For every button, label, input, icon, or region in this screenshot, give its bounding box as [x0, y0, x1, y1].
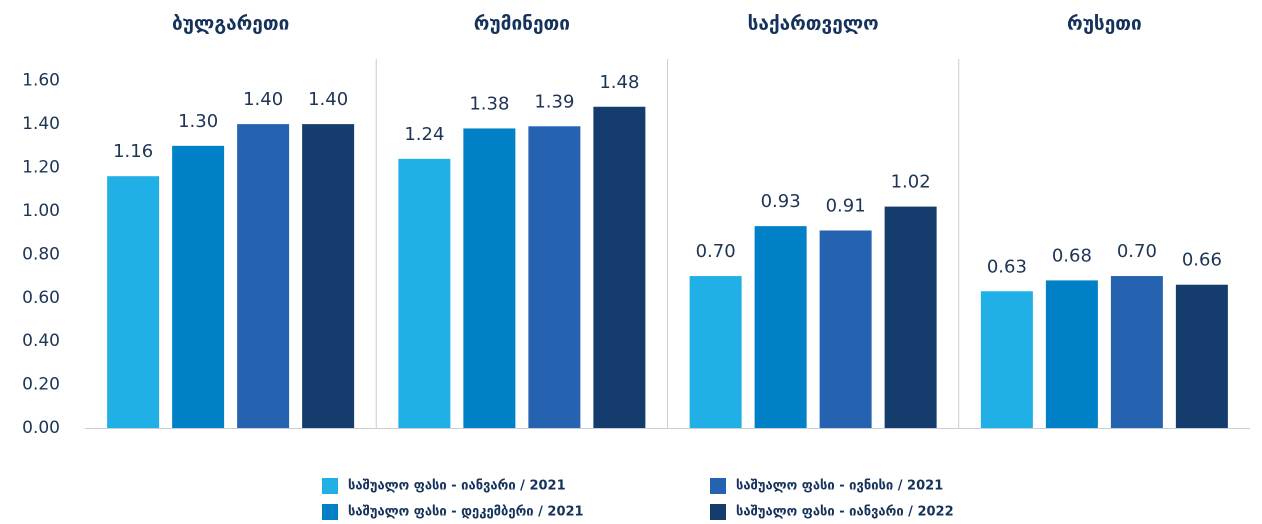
legend-label: საშუალო ფასი - ივნისი / 2021 [736, 479, 943, 494]
bar [398, 158, 451, 429]
legend-swatch [322, 504, 338, 520]
bar [819, 230, 872, 428]
value-label: 0.63 [987, 256, 1027, 277]
bar [980, 291, 1033, 428]
y-tick-label: 0.00 [22, 418, 60, 438]
bar [528, 126, 581, 428]
bar [1045, 280, 1098, 428]
bar [237, 124, 290, 428]
value-label: 0.70 [696, 241, 736, 262]
bar [172, 145, 225, 428]
bar [754, 226, 807, 428]
value-label: 1.48 [599, 72, 639, 93]
value-label: 1.40 [308, 89, 348, 110]
value-label: 0.93 [761, 191, 801, 212]
legend-label: საშუალო ფასი - იანვარი / 2021 [348, 479, 566, 494]
legend-label: საშუალო ფასი - იანვარი / 2022 [736, 505, 954, 520]
legend-swatch [322, 478, 338, 494]
y-tick-label: 1.40 [22, 114, 60, 134]
bar [1175, 284, 1228, 428]
bar [689, 276, 742, 428]
y-tick-label: 0.60 [22, 288, 60, 308]
bar [107, 176, 160, 428]
value-label: 0.91 [826, 195, 866, 216]
group-label: რუმინეთი [474, 13, 570, 35]
bar [302, 124, 355, 428]
y-tick-label: 0.80 [22, 244, 60, 264]
bar [884, 206, 937, 428]
legend-swatch [710, 478, 726, 494]
bar [593, 106, 646, 429]
legend-label: საშუალო ფასი - დეკემბერი / 2021 [348, 505, 584, 520]
value-label: 1.40 [243, 89, 283, 110]
value-label: 1.38 [469, 93, 509, 114]
legend-swatch [710, 504, 726, 520]
y-tick-label: 1.00 [22, 201, 60, 221]
y-tick-label: 1.60 [22, 71, 60, 91]
value-label: 0.66 [1182, 250, 1222, 271]
bar [1110, 276, 1163, 428]
value-label: 1.16 [113, 141, 153, 162]
y-tick-label: 0.40 [22, 331, 60, 351]
value-label: 1.24 [404, 124, 444, 145]
value-label: 0.68 [1052, 245, 1092, 266]
value-label: 1.30 [178, 111, 218, 132]
group-label: რუსეთი [1067, 13, 1142, 35]
group-label: საქართველო [748, 13, 879, 35]
group-label: ბულგარეთი [172, 13, 289, 35]
y-tick-label: 0.20 [22, 375, 60, 395]
y-tick-label: 1.20 [22, 158, 60, 178]
value-label: 0.70 [1117, 241, 1157, 262]
value-label: 1.02 [891, 172, 931, 193]
value-label: 1.39 [534, 91, 574, 112]
bar [463, 128, 516, 429]
